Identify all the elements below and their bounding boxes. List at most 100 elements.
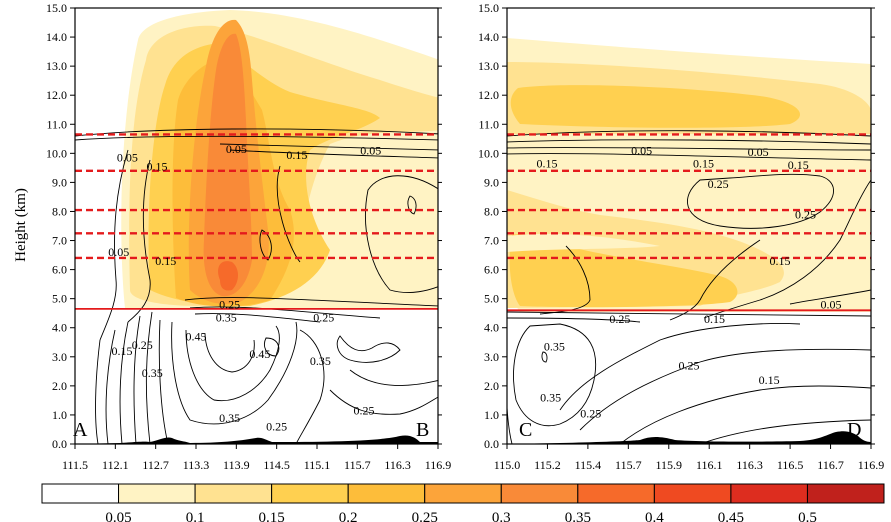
contour-line [259,229,272,261]
x-tick-label: 115.9 [655,458,682,472]
colorbar-label: 0.5 [798,510,817,522]
contour-line [513,323,597,427]
contour-label: 0.25 [679,359,700,373]
contour-line [579,348,871,431]
contour-label: 0.35 [540,390,561,404]
contour-line [329,389,438,415]
contour-line [687,173,834,229]
colorbar-swatch [806,483,885,504]
y-tick-label: 0.0 [52,437,67,451]
contour-line [507,311,871,317]
y-tick-label: 14.0 [46,30,67,44]
contour-line [407,195,417,215]
contour-line [619,385,871,444]
colorbar-label: 0.1 [186,510,205,522]
colorbar-label: 0.35 [565,510,591,522]
contour-line [349,369,438,386]
right-red-lines [507,133,871,312]
contour-line [75,128,438,137]
y-tick-label: 10.0 [478,146,499,160]
contour-label: 0.25 [132,338,153,352]
right-fill-0.15 [510,85,800,128]
y-axis-title: Height (km) [13,188,29,262]
y-tick-label: 12.0 [478,88,499,102]
x-tick-label: 112.7 [142,458,169,472]
colorbar-label: 0.4 [645,510,664,522]
colorbar-label: 0.25 [412,510,438,522]
contour-line [295,329,325,444]
y-tick-label: 8.0 [484,204,499,218]
contour-line [541,351,548,363]
contour-line [507,340,513,444]
y-tick-label: 13.0 [46,59,67,73]
colorbar-swatch [347,483,426,504]
contour-line [184,297,438,307]
y-tick-label: 11.0 [46,117,67,131]
right-fill-0.15b [509,234,738,308]
x-tick-label: 116.9 [858,458,885,472]
colorbar-label: 0.15 [259,510,285,522]
contour-label: 0.45 [186,329,207,343]
contour-line [194,313,321,323]
contour-line [105,329,116,444]
right-panel: 0.0 1.0 2.0 3.0 4.0 5.0 6.0 7.0 8.0 9.0 10.0 11.0 12… [478,1,884,472]
contour-line [539,245,591,315]
y-tick-label: 5.0 [484,292,499,306]
left-fill-0.35 [218,261,238,291]
left-shading [75,10,438,444]
contour-label: 0.45 [249,347,270,361]
contour-line [365,175,438,293]
right-y-axis: 0.0 1.0 2.0 3.0 4.0 5.0 6.0 7.0 8.0 9.0 10.0 11.0 12… [478,1,875,451]
y-tick-label: 3.0 [484,350,499,364]
contour-label: 0.25 [795,207,816,221]
x-tick-label: 116.9 [425,458,452,472]
contour-label: 0.05 [117,151,138,165]
contour-line [171,321,298,425]
contour-label: 0.05 [820,297,841,311]
y-tick-label: 14.0 [478,30,499,44]
x-tick-label: 116.5 [777,458,804,472]
x-tick-label: 112.1 [102,458,129,472]
section-start-label-right: C [519,419,532,441]
x-tick-label: 114.5 [263,458,290,472]
contour-label: 0.25 [313,311,334,325]
contour-label: 0.15 [147,159,168,173]
x-tick-label: 115.1 [304,458,331,472]
y-tick-label: 6.0 [52,263,67,277]
contour-line [507,146,871,151]
right-contour-lines [507,130,871,444]
contour-label: 0.35 [142,366,163,380]
colorbar-swatch [730,483,808,504]
contour-label: 0.35 [544,340,565,354]
colorbar-label: 0.2 [339,510,358,522]
y-tick-label: 9.0 [484,175,499,189]
contour-line [229,149,438,159]
contour-label: 0.05 [631,143,652,157]
left-x-axis: 111.5 112.1 112.7 113.3 113.9 114.5 115.1 115.7… [62,444,451,472]
right-terrain [507,431,871,444]
x-tick-label: 115.7 [615,458,642,472]
contour-line [95,339,101,444]
contour-label: 0.35 [216,311,237,325]
contour-line [119,321,129,444]
right-panel-frame [506,7,872,445]
contour-line [99,149,129,341]
contour-label: 0.15 [693,157,714,171]
contour-label: 0.15 [704,312,725,326]
x-tick-label: 115.0 [494,458,521,472]
left-fill-0.30 [203,33,252,297]
contour-line [699,419,871,444]
contour-label: 0.25 [609,312,630,326]
x-tick-label: 113.9 [223,458,250,472]
colorbar-swatch [118,483,196,504]
x-tick-label: 115.2 [534,458,561,472]
y-tick-label: 7.0 [484,234,499,248]
x-tick-label: 111.5 [62,458,88,472]
colorbar-label: 0.45 [718,510,744,522]
x-tick-label: 115.4 [575,458,602,472]
contour-label: 0.15 [788,158,809,172]
colorbar-swatch [424,483,502,504]
colorbar-swatch [653,483,732,504]
left-red-lines [75,133,438,310]
